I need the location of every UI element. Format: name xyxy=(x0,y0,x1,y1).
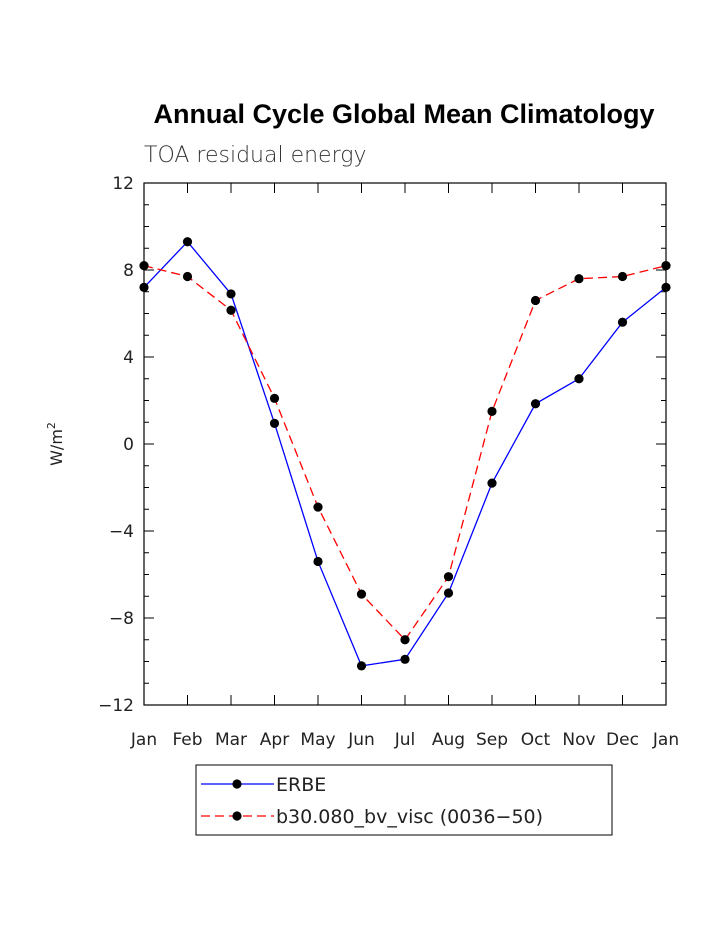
plot-frame xyxy=(143,182,667,706)
plot-series xyxy=(139,237,671,671)
series-1-point xyxy=(443,588,454,598)
x-tick-label: Sep xyxy=(476,730,508,750)
legend: ERBE b30.080_bv_visc (0036−50) xyxy=(195,764,613,836)
y-tick-label: 0 xyxy=(123,435,134,455)
series-2-point xyxy=(617,271,628,282)
y-axis-label-exponent: 2 xyxy=(45,422,58,429)
series-1-point xyxy=(530,399,541,409)
series-2-point xyxy=(269,393,280,403)
series-1-point xyxy=(661,282,671,292)
legend-label-1: ERBE xyxy=(276,774,326,796)
plot-axes: −12 −8 −4 0 4 8 12 Jan Feb Mar Apr May Jun Jul Aug Sep O… xyxy=(98,174,679,750)
x-tick-label: Jun xyxy=(347,730,375,750)
series-2-point xyxy=(400,635,410,645)
x-tick-label: Dec xyxy=(606,730,639,750)
legend-label-2: b30.080_bv_visc (0036−50) xyxy=(276,806,543,828)
series-1-point xyxy=(269,418,280,428)
x-tick-label: Aug xyxy=(432,730,465,750)
series-line-2 xyxy=(143,265,667,641)
x-tick-label: Apr xyxy=(260,730,289,750)
series-1-point xyxy=(226,289,236,299)
y-tick-label: −8 xyxy=(109,609,134,629)
y-tick-label: 12 xyxy=(112,174,134,194)
chart-subtitle: TOA residual energy xyxy=(144,143,366,168)
series-1-point xyxy=(356,661,367,671)
series-2-point xyxy=(182,271,193,282)
y-tick-label: 8 xyxy=(123,261,134,281)
legend-box xyxy=(195,764,613,836)
y-tick-label: −12 xyxy=(98,696,134,716)
series-2-point xyxy=(443,572,454,582)
series-1-point xyxy=(139,282,149,292)
x-tick-label: May xyxy=(300,730,335,750)
series-1-point xyxy=(617,317,628,327)
series-2-point xyxy=(226,305,236,315)
y-tick-label: −4 xyxy=(109,522,134,542)
series-2-point xyxy=(139,261,149,271)
series-2-point xyxy=(574,274,584,284)
x-tick-label: Nov xyxy=(562,730,595,750)
legend-marker-2 xyxy=(232,811,242,821)
series-1-point xyxy=(313,556,323,567)
y-axis-label-text: W/m xyxy=(47,429,66,466)
series-2-point xyxy=(661,261,671,271)
x-tick-label: Jan xyxy=(652,730,679,750)
y-tick-label: 4 xyxy=(123,348,134,368)
series-2-point xyxy=(530,295,541,306)
x-tick-label: Jan xyxy=(130,730,157,750)
series-1-point xyxy=(182,237,193,247)
chart-title: Annual Cycle Global Mean Climatology xyxy=(153,99,654,129)
x-tick-label: Mar xyxy=(215,730,247,750)
series-1-point xyxy=(400,654,410,664)
x-tick-label: Feb xyxy=(172,730,202,750)
x-tick-label: Oct xyxy=(521,730,551,750)
x-tick-label: Jul xyxy=(394,730,416,750)
series-2-point xyxy=(487,406,497,416)
legend-marker-1 xyxy=(232,779,242,789)
series-line-1 xyxy=(143,240,667,667)
series-2-point xyxy=(356,589,367,599)
y-axis-label: W/m2 xyxy=(45,422,66,466)
series-1-point xyxy=(574,374,584,384)
series-2-point xyxy=(313,502,323,512)
series-1-point xyxy=(487,478,497,488)
